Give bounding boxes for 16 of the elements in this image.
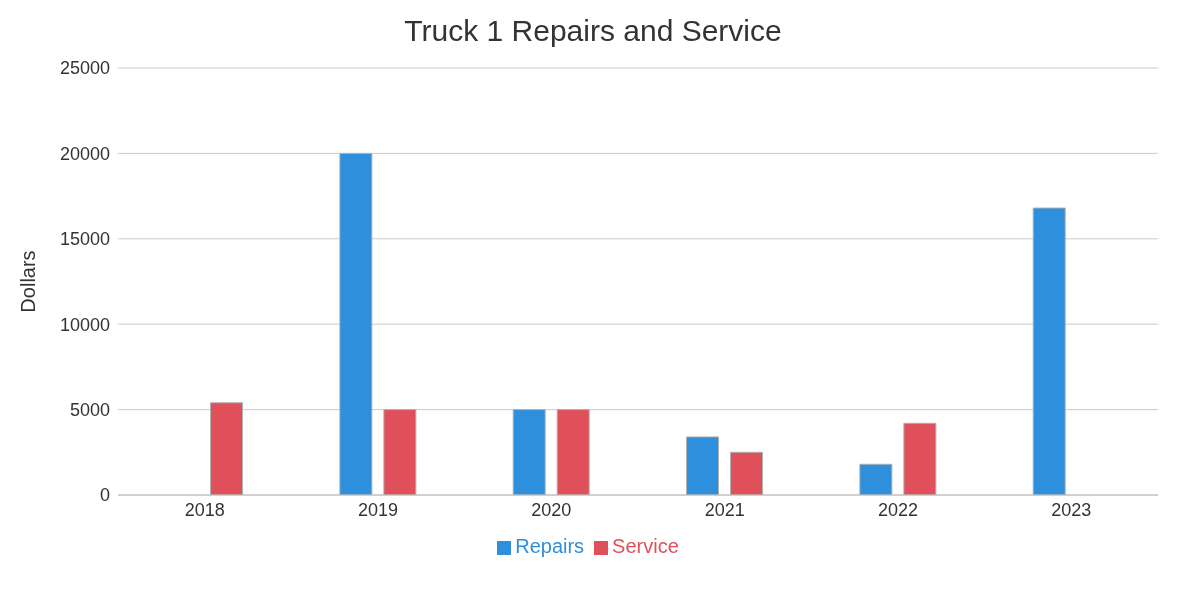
y-tick-label: 15000 bbox=[59, 229, 110, 250]
y-tick-label: 5000 bbox=[69, 399, 110, 420]
x-tick-label: 2021 bbox=[704, 499, 745, 520]
x-tick-label: 2018 bbox=[184, 499, 225, 520]
x-tick-label: 2019 bbox=[357, 499, 399, 520]
legend-label: Service bbox=[612, 535, 679, 557]
y-tick-label: 10000 bbox=[59, 314, 110, 335]
x-tick-label: 2023 bbox=[1051, 499, 1092, 520]
legend-label: Repairs bbox=[515, 535, 585, 557]
y-tick-label: 25000 bbox=[59, 58, 110, 79]
x-tick-label: 2020 bbox=[531, 499, 572, 520]
y-axis-title: Dollars bbox=[17, 250, 40, 313]
x-tick-label: 2022 bbox=[877, 499, 919, 520]
y-tick-label: 20000 bbox=[59, 143, 110, 164]
chart-title: Truck 1 Repairs and Service bbox=[403, 14, 783, 48]
y-tick-label: 0 bbox=[99, 485, 110, 506]
